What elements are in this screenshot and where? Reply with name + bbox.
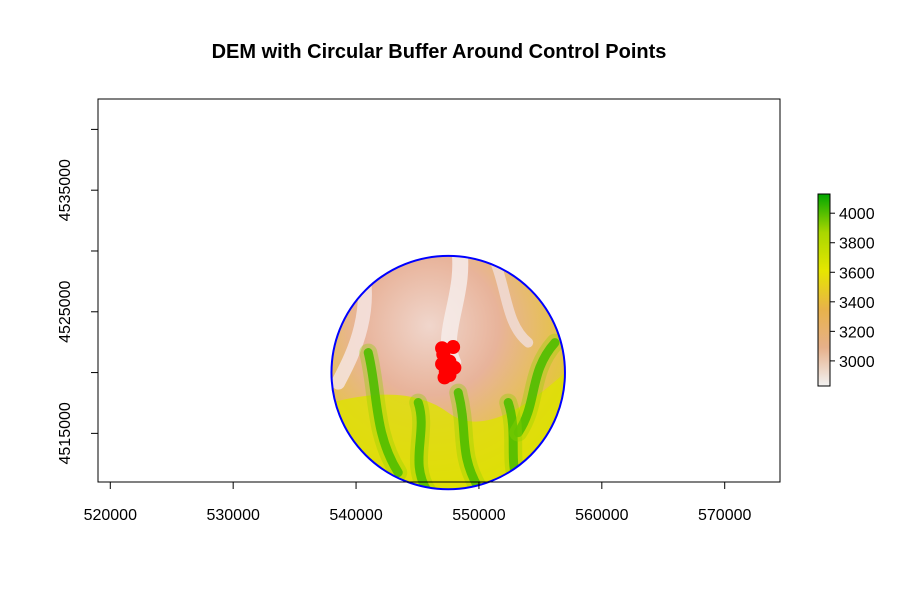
legend-tick-label: 3800 <box>839 236 875 253</box>
x-tick-label: 540000 <box>329 507 382 524</box>
legend-tick-label: 4000 <box>839 206 875 223</box>
x-tick-label: 550000 <box>452 507 505 524</box>
legend-tick-label: 3600 <box>839 265 875 282</box>
valley-halo-2 <box>449 383 488 490</box>
color-legend: 3000 3200 3400 3600 3800 4000 <box>817 193 875 387</box>
x-tick-label: 560000 <box>575 507 628 524</box>
x-tick-label: 530000 <box>206 507 259 524</box>
valley-halo-4 <box>509 333 564 442</box>
y-tick-label: 4525000 <box>57 281 74 343</box>
legend-colorbar <box>817 193 831 387</box>
legend-tick-label: 3000 <box>839 354 875 371</box>
legend-tick-label: 3200 <box>839 324 875 341</box>
x-tick-label: 570000 <box>698 507 751 524</box>
valley-2 <box>453 388 483 490</box>
valley-4 <box>513 338 560 438</box>
buffer-circle <box>330 254 566 491</box>
x-axis: 520000 530000 540000 550000 560000 570000 <box>84 481 751 524</box>
valley-halo-1 <box>409 393 438 490</box>
legend-tick-label: 3400 <box>839 295 875 312</box>
y-tick-label: 4535000 <box>57 159 74 221</box>
chart-title: DEM with Circular Buffer Around Control … <box>212 41 667 63</box>
control-points <box>435 340 462 385</box>
control-point <box>437 370 452 385</box>
valley-0 <box>363 348 403 478</box>
valley-halo-0 <box>359 343 408 482</box>
y-axis: 4515000 4525000 4535000 <box>57 128 99 482</box>
y-tick-label: 4515000 <box>57 402 74 464</box>
x-tick-label: 520000 <box>84 507 137 524</box>
control-point <box>446 340 461 355</box>
valley-1 <box>413 398 433 490</box>
